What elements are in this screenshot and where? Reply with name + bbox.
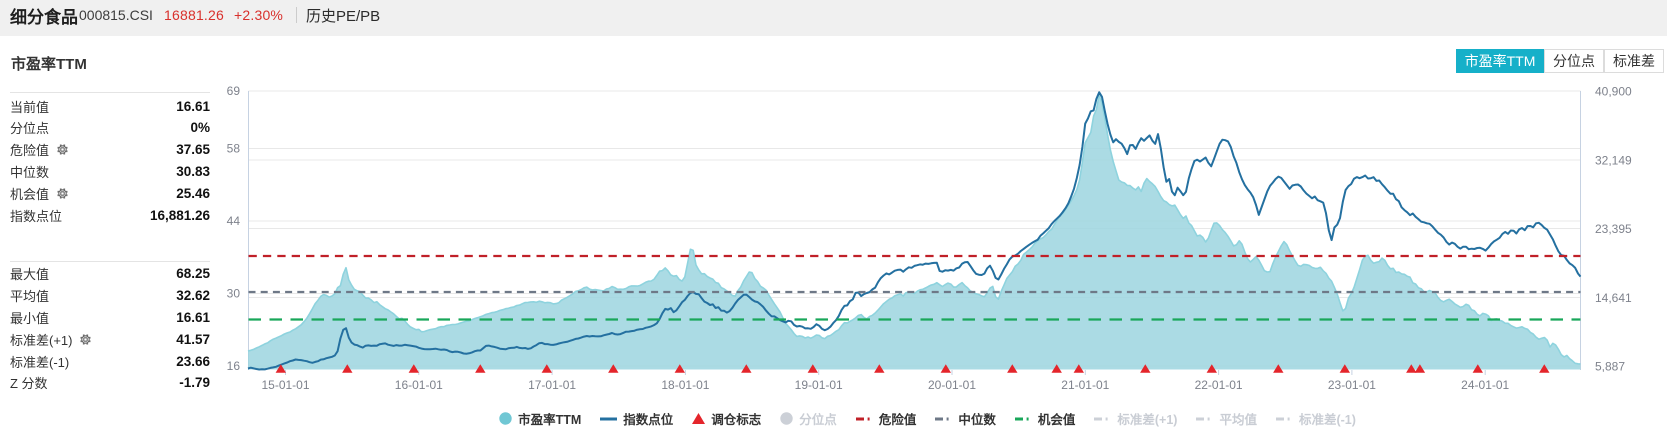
svg-text:21-01-01: 21-01-01 (1061, 378, 1109, 392)
svg-text:17-01-01: 17-01-01 (528, 378, 576, 392)
svg-text:32,149: 32,149 (1595, 153, 1632, 167)
svg-text:40,900: 40,900 (1595, 85, 1632, 99)
svg-text:19-01-01: 19-01-01 (795, 378, 843, 392)
svg-text:16: 16 (227, 359, 241, 373)
svg-text:30: 30 (227, 287, 241, 301)
svg-text:16-01-01: 16-01-01 (395, 378, 443, 392)
svg-text:69: 69 (227, 84, 241, 98)
svg-text:14,641: 14,641 (1595, 291, 1632, 305)
svg-text:23,395: 23,395 (1595, 222, 1632, 236)
svg-text:23-01-01: 23-01-01 (1328, 378, 1376, 392)
svg-text:24-01-01: 24-01-01 (1461, 378, 1509, 392)
svg-text:58: 58 (227, 141, 241, 155)
svg-text:15-01-01: 15-01-01 (261, 378, 309, 392)
svg-text:22-01-01: 22-01-01 (1195, 378, 1243, 392)
svg-text:5,887: 5,887 (1595, 360, 1625, 374)
svg-text:44: 44 (227, 214, 241, 228)
svg-text:18-01-01: 18-01-01 (661, 378, 709, 392)
svg-text:20-01-01: 20-01-01 (928, 378, 976, 392)
